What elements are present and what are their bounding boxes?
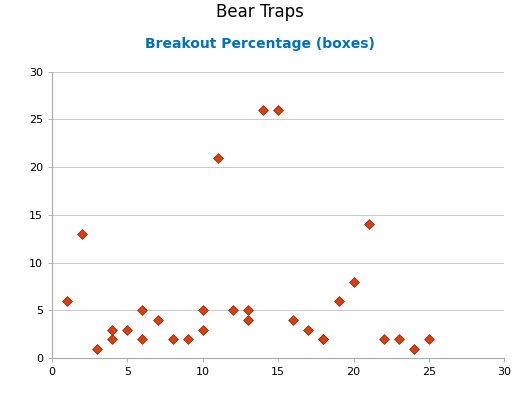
Point [229,307,237,314]
Point [395,336,403,342]
Point [199,326,207,333]
Point [78,231,86,237]
Point [259,107,267,113]
Point [123,326,132,333]
Point [289,317,297,323]
Point [319,336,328,342]
Point [153,317,162,323]
Point [184,336,192,342]
Point [274,107,282,113]
Text: Breakout Percentage (boxes): Breakout Percentage (boxes) [145,37,375,51]
Point [199,307,207,314]
Point [168,336,177,342]
Text: Bear Traps: Bear Traps [216,3,304,21]
Point [214,154,222,161]
Point [93,345,101,352]
Point [425,336,433,342]
Point [349,279,358,285]
Point [138,307,147,314]
Point [108,326,116,333]
Point [410,345,418,352]
Point [138,336,147,342]
Point [63,298,71,304]
Point [108,336,116,342]
Point [365,221,373,228]
Point [334,298,343,304]
Point [319,336,328,342]
Point [304,326,313,333]
Point [244,307,252,314]
Point [244,317,252,323]
Point [380,336,388,342]
